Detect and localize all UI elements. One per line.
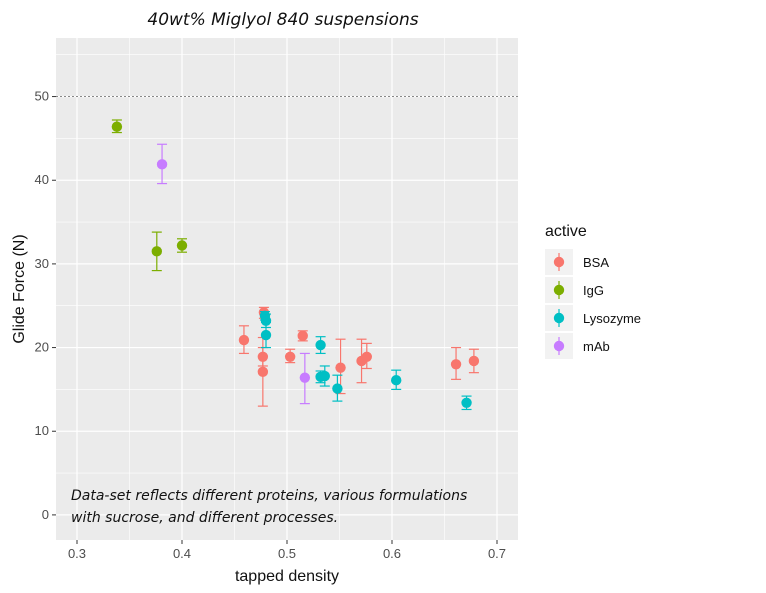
point-lysozyme bbox=[391, 374, 402, 386]
chart-title: 40wt% Miglyol 840 suspensions bbox=[147, 10, 418, 30]
point-bsa bbox=[238, 334, 250, 346]
x-tick-label: 0.5 bbox=[278, 546, 296, 561]
x-tick-label: 0.4 bbox=[173, 546, 191, 561]
x-tick-label: 0.6 bbox=[383, 546, 401, 561]
point-igg bbox=[176, 240, 188, 251]
legend-key-point-lysozyme bbox=[553, 312, 565, 324]
y-tick-label: 30 bbox=[35, 256, 49, 271]
point-bsa bbox=[450, 359, 462, 370]
data-points bbox=[111, 119, 480, 411]
legend-key-point-bsa bbox=[553, 256, 565, 268]
legend-label-mab: mAb bbox=[583, 339, 610, 354]
point-bsa bbox=[297, 330, 308, 342]
point-mab bbox=[299, 372, 311, 383]
x-tick-label: 0.7 bbox=[488, 546, 506, 561]
legend-label-lysozyme: Lysozyme bbox=[583, 311, 641, 326]
annotation-line-2: with sucrose, and different processes. bbox=[71, 510, 338, 526]
point-lysozyme bbox=[319, 370, 330, 382]
y-axis-ticks: 0 10 20 30 40 50 bbox=[35, 89, 56, 522]
point-bsa bbox=[284, 351, 296, 362]
y-tick-label: 10 bbox=[35, 423, 49, 438]
point-mab bbox=[156, 159, 168, 170]
y-tick-label: 20 bbox=[35, 340, 49, 355]
x-axis-ticks: 0.3 0.4 0.5 0.6 0.7 bbox=[68, 540, 506, 561]
point-igg bbox=[111, 121, 123, 132]
legend-label-bsa: BSA bbox=[583, 255, 609, 270]
point-bsa bbox=[335, 362, 346, 373]
point-lysozyme bbox=[315, 339, 326, 351]
legend-title: active bbox=[545, 223, 587, 240]
point-lysozyme bbox=[461, 397, 472, 408]
point-lysozyme bbox=[260, 329, 272, 341]
point-lysozyme bbox=[260, 315, 272, 326]
legend-key-point-mab bbox=[553, 340, 565, 352]
point-bsa bbox=[468, 355, 480, 367]
y-tick-label: 0 bbox=[42, 507, 49, 522]
point-bsa bbox=[361, 351, 372, 362]
legend-label-igg: IgG bbox=[583, 283, 604, 298]
point-igg bbox=[151, 246, 162, 257]
legend: BSA IgG Lysozyme mAb bbox=[545, 249, 641, 359]
point-bsa bbox=[257, 366, 269, 378]
annotation-line-1: Data-set reflects different proteins, va… bbox=[71, 488, 467, 504]
point-lysozyme bbox=[332, 383, 343, 394]
y-tick-label: 50 bbox=[35, 89, 49, 104]
x-axis-label: tapped density bbox=[235, 568, 339, 585]
legend-key-point-igg bbox=[553, 284, 565, 296]
x-tick-label: 0.3 bbox=[68, 546, 86, 561]
y-axis-label: Glide Force (N) bbox=[11, 234, 28, 343]
y-tick-label: 40 bbox=[35, 172, 49, 187]
